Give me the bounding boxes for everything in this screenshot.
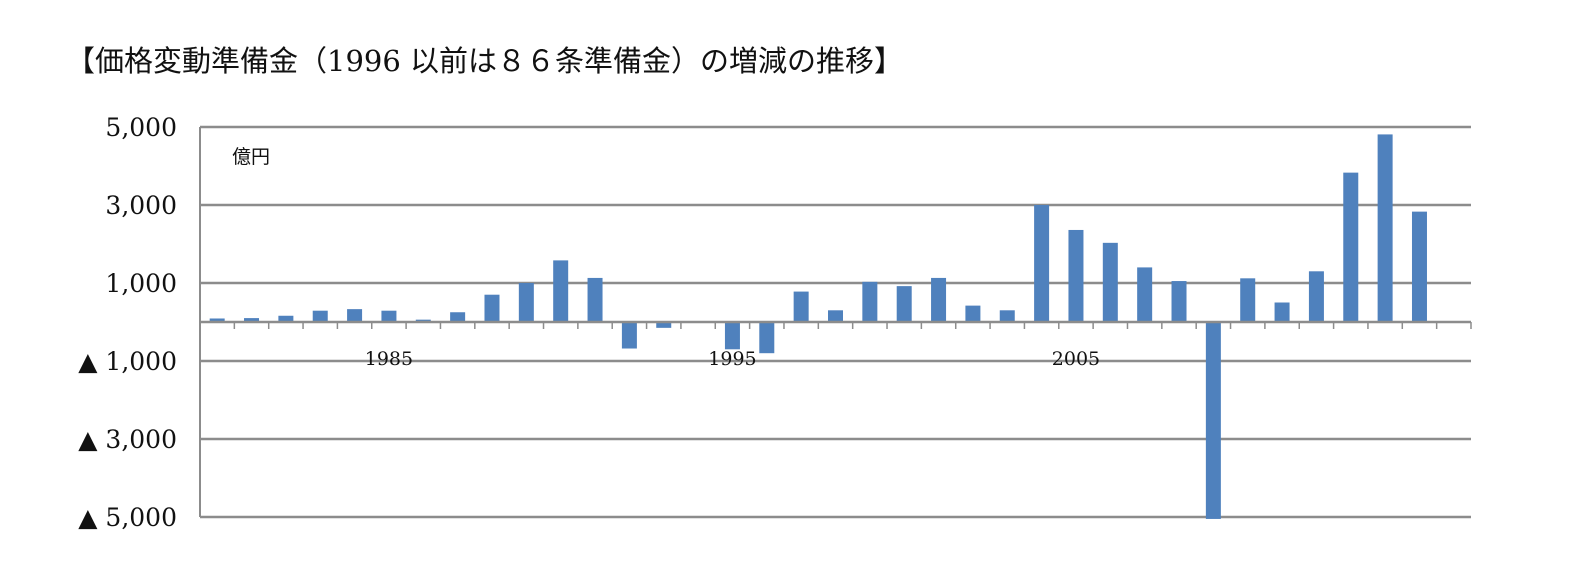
bar-2010 (1240, 278, 1256, 322)
y-tick-label: ▲ 1,000 (78, 347, 177, 376)
unit-label: 億円 (232, 146, 270, 168)
bar-2014 (1377, 134, 1393, 322)
x-tick-label: 1985 (365, 348, 413, 370)
bar-2015 (1411, 211, 1427, 322)
bar-1983 (312, 310, 328, 322)
bar-1989 (518, 283, 534, 322)
x-tick-label: 2005 (1052, 348, 1100, 370)
x-tick-label: 1995 (708, 348, 756, 370)
bar-1999 (862, 281, 878, 322)
bar-2003 (999, 310, 1015, 322)
bar-2011 (1274, 302, 1290, 322)
y-tick-label: 3,000 (105, 191, 177, 220)
bar-1981 (244, 318, 260, 322)
chart-title: 【価格変動準備金（1996 以前は８６条準備金）の増減の推移】 (66, 44, 904, 78)
y-tick-label: 5,000 (105, 113, 177, 142)
bar-2013 (1343, 172, 1359, 322)
y-tick-label: ▲ 5,000 (78, 503, 177, 532)
bar-2006 (1102, 242, 1118, 322)
bar-1985 (381, 310, 397, 322)
bar-1997 (793, 291, 809, 322)
bar-1991 (587, 277, 603, 322)
bar-1996 (759, 322, 775, 354)
y-tick-label: ▲ 3,000 (78, 425, 177, 454)
bar-2008 (1171, 281, 1187, 322)
bar-1993 (656, 322, 672, 328)
bar-2001 (931, 277, 947, 322)
bar-1988 (484, 294, 500, 322)
bar-2002 (965, 305, 981, 322)
bar-1995 (724, 322, 740, 350)
axes (199, 127, 1472, 517)
y-tick-label: 1,000 (105, 269, 177, 298)
bar-2009 (1205, 322, 1221, 519)
bar-1992 (621, 322, 637, 349)
tick-labels: 5,000 3,000 1,000 ▲ 1,000 ▲ 3,000 ▲ 5,000 1985… (78, 113, 1100, 532)
bar-1990 (553, 260, 569, 322)
gridlines (200, 125, 1471, 519)
bar-2012 (1308, 271, 1324, 322)
bar-2007 (1137, 267, 1153, 322)
bar-1980 (209, 318, 225, 322)
bar-1998 (828, 310, 843, 322)
bar-2004 (1034, 205, 1050, 322)
bar-1982 (278, 315, 294, 322)
bar-1987 (450, 312, 466, 322)
bar-1984 (347, 309, 363, 322)
bar-2005 (1068, 229, 1084, 322)
bar-2000 (896, 286, 912, 322)
